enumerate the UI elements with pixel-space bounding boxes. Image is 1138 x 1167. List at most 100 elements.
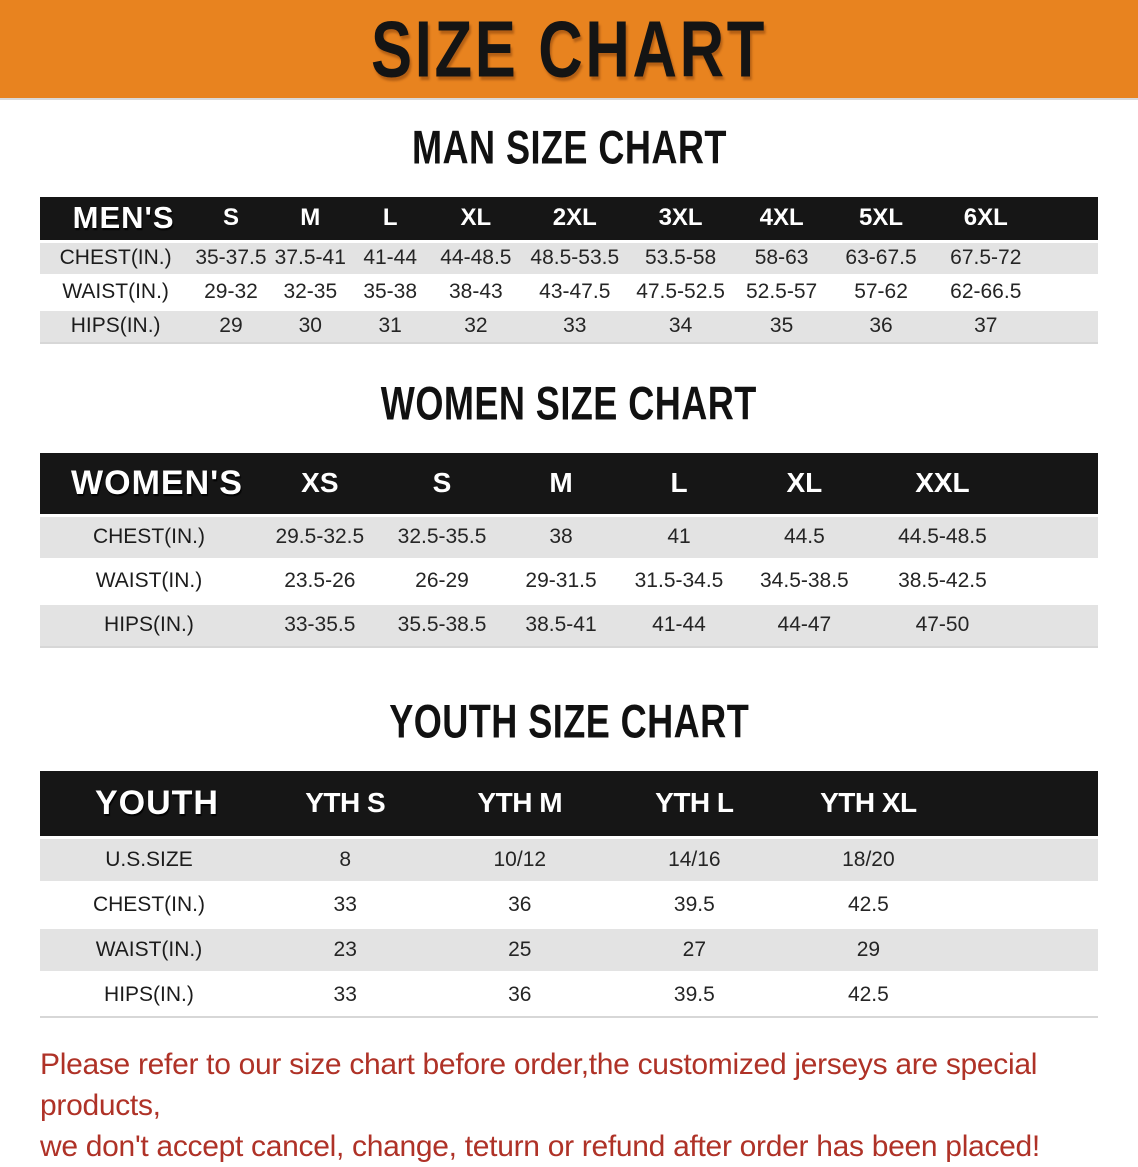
size-value: 58-63 [732, 241, 831, 275]
size-value: 32-35 [270, 275, 350, 309]
size-value: 44-47 [738, 603, 871, 647]
size-chart-banner: SIZE CHART [0, 0, 1138, 100]
size-value: 41-44 [349, 241, 431, 275]
column-header: 4XL [759, 204, 804, 232]
size-value: 52.5-57 [732, 275, 831, 309]
size-value: 33 [257, 882, 433, 927]
size-value: 31 [349, 309, 431, 343]
row-label: HIPS(IN.) [40, 972, 258, 1017]
womens-size-table: WOMEN'S XS S M L XL XXL CHEST(IN.) 29.5-… [40, 453, 1098, 648]
column-header: XL [460, 204, 492, 232]
mens-size-table: MEN'S S M L XL 2XL 3XL 4XL 5XL 6XL CHEST… [40, 197, 1098, 344]
womens-waist-row: WAIST(IN.) 23.5-26 26-29 29-31.5 31.5-34… [40, 559, 1098, 603]
column-header: XS [301, 467, 339, 499]
spacer-cell [1014, 603, 1098, 647]
size-value: 37 [931, 309, 1040, 343]
size-value: 29-32 [191, 275, 271, 309]
man-size-chart-title: MAN SIZE CHART [411, 121, 727, 175]
size-value: 44.5 [738, 515, 871, 559]
spacer-cell [955, 882, 1098, 927]
size-value: 29-31.5 [502, 559, 620, 603]
size-value: 34 [628, 309, 733, 343]
youth-waist-row: WAIST(IN.) 23 25 27 29 [40, 927, 1098, 972]
size-value: 8 [257, 837, 433, 882]
size-value: 41 [619, 515, 739, 559]
youth-table-label: YOUTH [94, 783, 219, 822]
disclaimer-line-1: Please refer to our size chart before or… [40, 1048, 1038, 1122]
column-header: XL [786, 467, 823, 499]
womens-table-label: WOMEN'S [71, 463, 243, 502]
column-header: S [222, 204, 239, 232]
size-value: 44.5-48.5 [870, 515, 1015, 559]
column-header: 6XL [963, 204, 1008, 232]
column-header: M [549, 467, 573, 499]
size-value: 35-38 [349, 275, 431, 309]
mens-hips-row: HIPS(IN.) 29 30 31 32 33 34 35 36 37 [40, 309, 1098, 343]
column-header: YTH L [655, 787, 734, 819]
size-value: 18/20 [781, 837, 956, 882]
size-value: 29.5-32.5 [257, 515, 382, 559]
size-value: 33-35.5 [257, 603, 382, 647]
size-value: 26-29 [381, 559, 503, 603]
spacer-cell [1039, 241, 1098, 275]
spacer-cell [955, 837, 1098, 882]
size-value: 67.5-72 [931, 241, 1040, 275]
size-value: 14/16 [607, 837, 782, 882]
size-value: 38 [502, 515, 620, 559]
spacer-cell [955, 927, 1098, 972]
row-label: HIPS(IN.) [40, 309, 192, 343]
size-value: 33 [257, 972, 433, 1017]
size-value: 35-37.5 [191, 241, 271, 275]
row-label: U.S.SIZE [40, 837, 258, 882]
size-value: 36 [830, 309, 932, 343]
size-value: 23.5-26 [257, 559, 382, 603]
column-header: YTH M [477, 787, 563, 819]
womens-hips-row: HIPS(IN.) 33-35.5 35.5-38.5 38.5-41 41-4… [40, 603, 1098, 647]
size-value: 33 [521, 309, 629, 343]
spacer-cell [1014, 515, 1098, 559]
spacer-cell [1039, 275, 1098, 309]
size-value: 42.5 [781, 882, 956, 927]
row-label: HIPS(IN.) [40, 603, 258, 647]
mens-chest-row: CHEST(IN.) 35-37.5 37.5-41 41-44 44-48.5… [40, 241, 1098, 275]
size-value: 32.5-35.5 [381, 515, 503, 559]
column-header: S [432, 467, 452, 499]
youth-size-chart-title: YOUTH SIZE CHART [389, 695, 749, 749]
spacer-cell [955, 972, 1098, 1017]
column-header: 3XL [658, 204, 703, 232]
size-value: 35 [732, 309, 831, 343]
youth-ussize-row: U.S.SIZE 8 10/12 14/16 18/20 [40, 837, 1098, 882]
spacer-cell [1040, 197, 1098, 241]
youth-chest-row: CHEST(IN.) 33 36 39.5 42.5 [40, 882, 1098, 927]
youth-hips-row: HIPS(IN.) 33 36 39.5 42.5 [40, 972, 1098, 1017]
disclaimer-text: Please refer to our size chart before or… [0, 1044, 1138, 1167]
size-value: 63-67.5 [830, 241, 932, 275]
size-value: 48.5-53.5 [521, 241, 629, 275]
column-header: 5XL [859, 204, 904, 232]
women-size-chart-title: WOMEN SIZE CHART [381, 377, 757, 431]
size-value: 41-44 [619, 603, 739, 647]
size-value: 47-50 [870, 603, 1015, 647]
size-value: 31.5-34.5 [619, 559, 739, 603]
size-value: 47.5-52.5 [628, 275, 733, 309]
womens-header-row: WOMEN'S XS S M L XL XXL [40, 453, 1098, 515]
size-value: 38.5-42.5 [870, 559, 1015, 603]
size-value: 43-47.5 [521, 275, 629, 309]
size-value: 53.5-58 [628, 241, 733, 275]
size-value: 42.5 [781, 972, 956, 1017]
size-value: 10/12 [432, 837, 608, 882]
row-label: WAIST(IN.) [40, 275, 192, 309]
man-section-heading: MAN SIZE CHART [0, 121, 1138, 175]
mens-header-row: MEN'S S M L XL 2XL 3XL 4XL 5XL 6XL [40, 197, 1098, 241]
size-value: 39.5 [607, 972, 782, 1017]
spacer-cell [1039, 309, 1098, 343]
column-header: XXL [915, 467, 970, 499]
row-label: CHEST(IN.) [40, 241, 192, 275]
size-value: 38-43 [430, 275, 522, 309]
size-value: 30 [270, 309, 350, 343]
size-value: 38.5-41 [502, 603, 620, 647]
size-value: 29 [781, 927, 956, 972]
spacer-cell [955, 771, 1098, 837]
row-label: CHEST(IN.) [40, 515, 258, 559]
disclaimer-line-2: we don't accept cancel, change, teturn o… [40, 1130, 1040, 1163]
